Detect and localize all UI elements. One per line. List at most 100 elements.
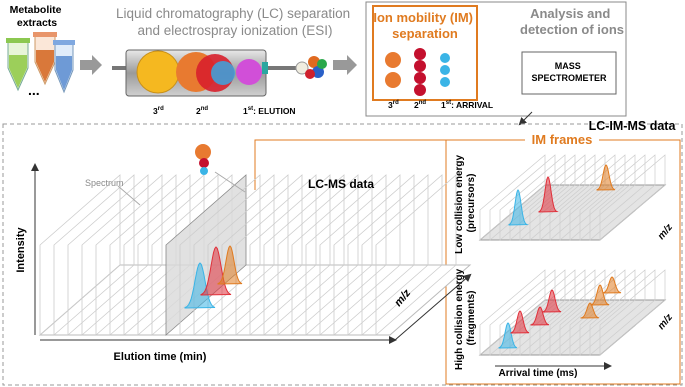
im-title: Ion mobility (IM) separation [373,10,476,41]
peak [538,176,559,213]
droplet [312,66,324,78]
line: Liquid chromatography (LC) separation [116,6,350,21]
low-label: Low collision energy (precursors) [454,152,477,254]
im-frames [478,154,667,356]
label-bg [525,133,599,147]
slab [347,174,429,336]
high-label: High collision energy (fragments) [454,266,477,370]
line: High collision energy [454,268,465,370]
slab [95,174,177,336]
line: Metabolite [10,4,62,16]
slab [361,174,443,336]
droplet [308,56,320,68]
slab [319,174,401,336]
ms-title: Analysis and detection of ions [520,6,624,37]
ordinal: 2 [196,106,201,116]
ordinal: 3 [153,106,158,116]
peak [580,302,600,319]
ion [200,167,208,175]
frame-slab [479,154,546,241]
lcms-plot [38,174,472,344]
ion [199,158,209,168]
peak [498,322,518,349]
lcms-label: LC-MS data [308,177,374,191]
frame-slab [529,154,596,241]
slab [305,174,387,336]
line: MASS [555,61,581,71]
peak [590,284,610,306]
fitting [262,62,268,74]
line: detection of ions [520,22,624,37]
peak [596,164,616,191]
ion [414,60,426,72]
frame-slab [579,154,646,241]
depth-axis [394,273,472,341]
ordinal: 2 [414,100,419,110]
droplet [317,59,327,69]
arrow [518,111,533,126]
ion [440,65,450,75]
analyte [236,59,262,85]
line: Ion mobility (IM) [373,10,473,25]
ordinal-suffix: nd [201,106,209,112]
ion [414,48,426,60]
peak [184,262,216,309]
im-ions [385,48,450,96]
slab [207,174,289,336]
tube-fill [36,50,54,82]
slab [277,174,359,336]
frame-slab [479,269,546,356]
line: extracts [17,17,57,29]
tubes: ... [6,32,75,98]
pointer [214,171,246,193]
analyte [211,61,235,85]
pointer [117,185,141,206]
slab [263,174,345,336]
data-box [2,123,683,386]
ordinal: 1 [441,100,446,110]
frame-slab [559,269,626,356]
frame-slab [489,269,556,356]
lc-title: Liquid chromatography (LC) separation an… [116,6,354,38]
ion [385,72,401,88]
inputs-title: Metabolite extracts [10,4,65,29]
slab [67,174,149,336]
frame-slab [579,269,646,356]
frame-slab [489,154,556,241]
line: (fragments) [466,290,477,345]
frames-depth-label: m/z [656,312,675,332]
arrow [333,55,357,75]
stage-label: : ARRIVAL [451,100,493,110]
tube-cap [6,38,30,43]
frames-title: IM frames [532,132,593,147]
frame-slab [519,269,586,356]
ordinal-suffix: st [248,106,253,112]
ion [385,52,401,68]
ion [414,84,426,96]
tube-fill [56,56,72,90]
ion [195,144,211,160]
esi-tip [295,61,309,75]
frame-slab [559,154,626,241]
ion-icon [195,144,211,175]
ordinal: 3 [388,100,393,110]
line: Low collision energy [454,154,465,253]
ordinal: 1 [243,106,248,116]
slab [193,174,275,336]
y-axis-label: Intensity [15,227,27,273]
frames-link [254,139,446,190]
slab [53,174,135,336]
ordinal-suffix: st [446,100,451,106]
ion [440,53,450,63]
slab [375,174,457,336]
spectrum-label: Spectrum [85,178,124,188]
line: SPECTROMETER [531,73,607,83]
peak [542,289,562,313]
stage-label: : ELUTION [253,106,296,116]
ms-box-label: MASS SPECTROMETER [531,61,607,83]
slab [249,174,331,336]
frame-slab [599,154,666,241]
ion [414,72,426,84]
arrow [80,55,102,75]
